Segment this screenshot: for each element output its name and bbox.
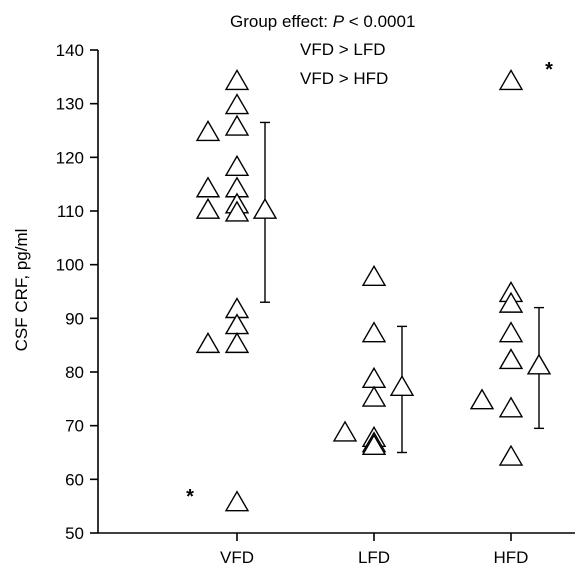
mean-marker-lfd: [389, 374, 415, 397]
annotation-group-effect-prefix: Group effect:: [230, 12, 333, 31]
y-tick-label-110: 110: [57, 202, 84, 221]
data-point-hfd-5: [498, 321, 524, 343]
data-point-vfd-7: [224, 114, 250, 136]
y-tick-label-60: 60: [65, 470, 84, 489]
data-point-lfd-3: [361, 321, 387, 343]
data-point-lfd-2: [361, 264, 387, 287]
outlier-stars: **: [186, 59, 553, 508]
y-tick-label-50: 50: [65, 524, 84, 543]
data-point-hfd-7: [498, 396, 524, 418]
y-tick-label-80: 80: [65, 363, 84, 382]
data-point-vfd-11: [224, 200, 250, 222]
data-point-vfd-2: [195, 176, 221, 198]
data-point-hfd-8: [498, 444, 524, 466]
y-tick-label-130: 130: [56, 95, 84, 114]
annotation-p-symbol: P: [333, 12, 345, 31]
data-point-hfd-4: [498, 291, 524, 313]
mean-marker-hfd: [526, 353, 552, 375]
data-point-hfd-6: [498, 348, 524, 370]
data-point-vfd-3: [195, 197, 221, 219]
annotation-vfd-gt-hfd: VFD > HFD: [300, 69, 388, 88]
annotation-group-effect-suffix: < 0.0001: [344, 12, 415, 31]
data-point-vfd-14: [224, 331, 250, 354]
data-point-vfd-4: [195, 331, 221, 354]
y-tick-label-140: 140: [56, 41, 84, 60]
data-point-lfd-1: [332, 420, 358, 442]
x-category-label-lfd: LFD: [358, 548, 390, 567]
annotation-vfd-gt-lfd: VFD > LFD: [300, 40, 386, 59]
data-point-lfd-4: [361, 366, 387, 388]
y-tick-label-120: 120: [56, 148, 84, 167]
data-point-vfd-15: [224, 490, 250, 512]
x-category-label-hfd: HFD: [494, 548, 529, 567]
error-bars: [260, 121, 544, 454]
x-category-label-vfd: VFD: [220, 548, 254, 567]
y-tick-label-70: 70: [65, 417, 84, 436]
data-point-vfd-1: [195, 120, 221, 142]
y-tick-label-100: 100: [56, 256, 84, 275]
mean-marker-vfd: [252, 197, 278, 219]
data-point-vfd-5: [224, 69, 250, 91]
y-tick-label-90: 90: [65, 309, 84, 328]
data-point-hfd-2: [498, 69, 524, 91]
data-point-lfd-5: [361, 385, 387, 407]
data-point-vfd-6: [224, 93, 250, 115]
data-markers: [195, 69, 552, 512]
x-categories: VFD LFD HFD: [220, 533, 528, 567]
y-ticks: 50 60 70 80 90 100 110 120 130 140: [56, 41, 98, 543]
data-point-vfd-8: [224, 154, 250, 176]
outlier-star-vfd: *: [186, 486, 194, 508]
y-axis-label: CSF CRF, pg/ml: [12, 229, 31, 352]
data-point-lfd-8: [361, 433, 387, 456]
outlier-star-hfd: *: [545, 59, 553, 81]
data-point-hfd-1: [469, 388, 495, 410]
annotation-group-effect: Group effect: P < 0.0001: [230, 12, 415, 31]
